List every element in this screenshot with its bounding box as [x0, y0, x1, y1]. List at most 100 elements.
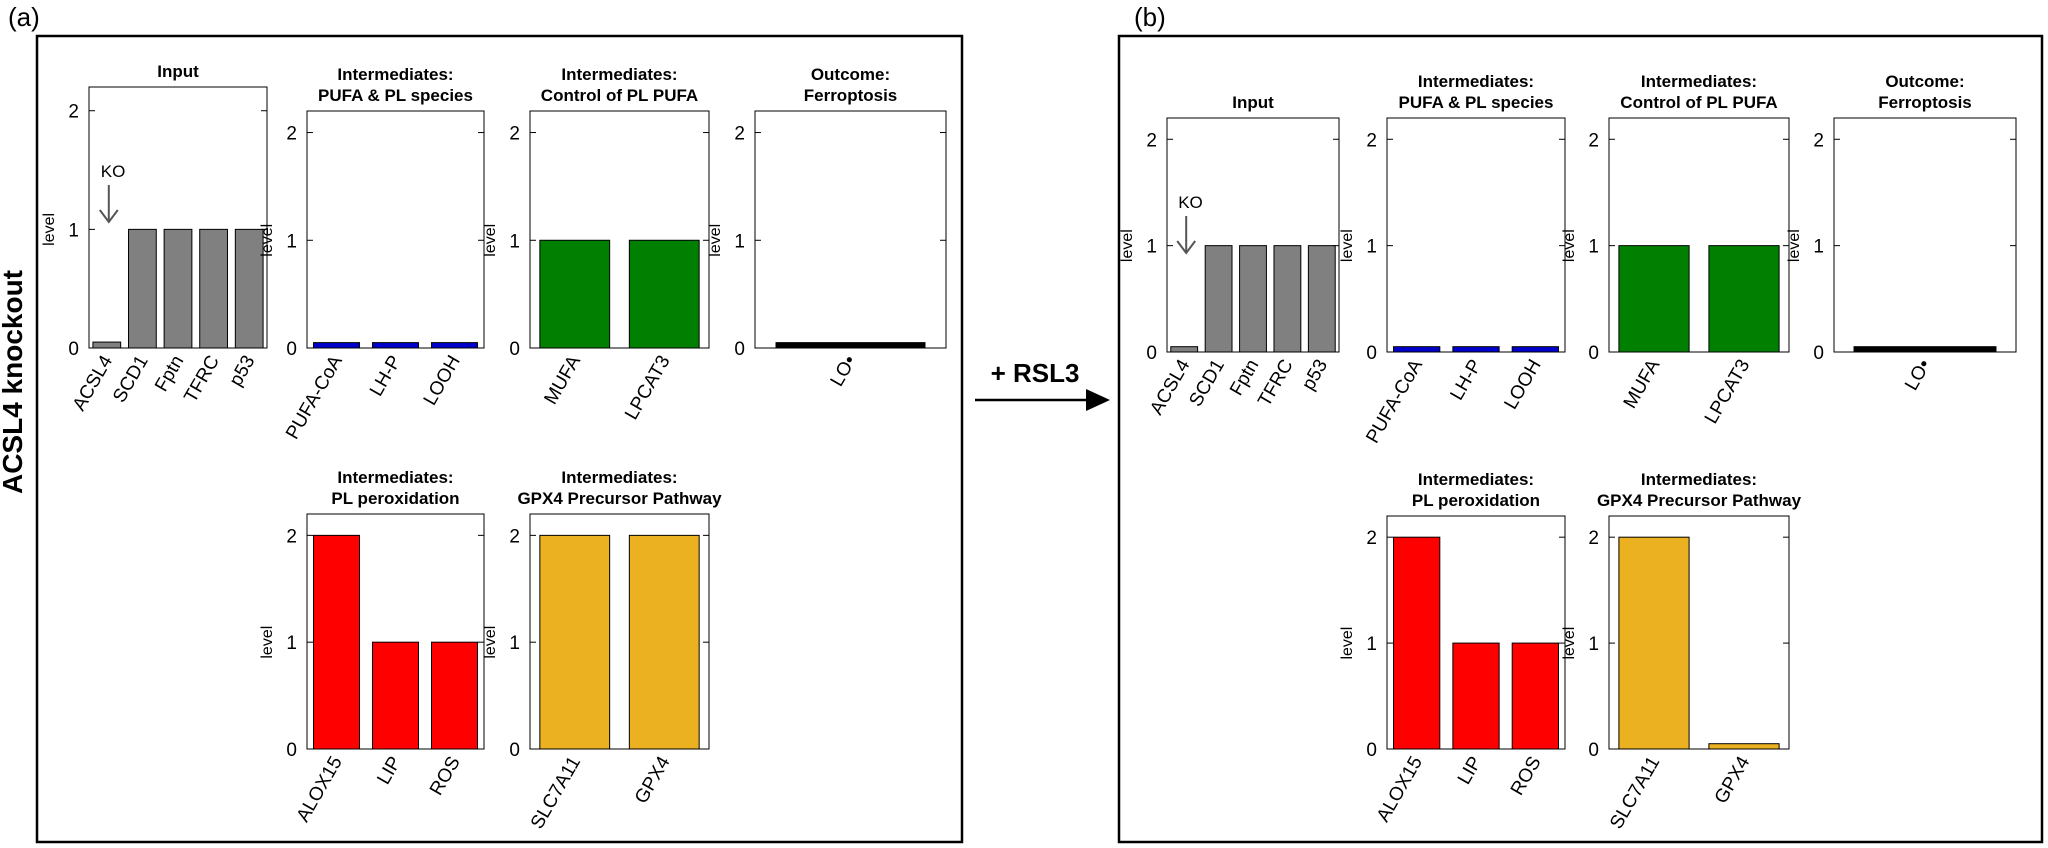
bar-alox15 — [312, 534, 361, 750]
transition-arrow-head — [1086, 389, 1110, 411]
bar-slc7a11 — [539, 534, 611, 750]
y-tick-label: 1 — [509, 231, 520, 252]
y-axis-label: level — [259, 224, 276, 257]
y-tick-label: 0 — [286, 339, 297, 360]
x-tick-label: ALOX15 — [293, 753, 347, 826]
axes-frame — [1608, 515, 1790, 750]
bar-looh — [430, 342, 479, 349]
chart-b-control-of-pl-pufa: Intermediates: Control of PL PUFA MUFA LPCA… — [1561, 72, 1790, 427]
axes-frame — [529, 513, 710, 750]
x-tick-label: SCD1 — [109, 352, 153, 406]
ko-arrow-head — [99, 209, 119, 224]
x-tick-label: ROS — [1507, 753, 1546, 799]
y-axis-label: level — [1561, 229, 1578, 262]
chart-a-gpx4-precursor-pathway: Intermediates: GPX4 Precursor Pathway SLC7… — [482, 468, 722, 833]
y-axis-label: level — [1561, 627, 1578, 660]
y-axis-label: level — [259, 626, 276, 659]
y-tick-label: 0 — [1588, 740, 1599, 761]
bar-mufa — [1618, 245, 1690, 353]
x-tick-label: LH-P — [1446, 356, 1486, 404]
axes-frame — [529, 110, 710, 349]
chart-a-ferroptosis: Outcome: Ferroptosis LO• 0 1 2 level — [707, 65, 947, 390]
x-tick-label: LPCAT3 — [621, 352, 674, 423]
bar-lh-p — [371, 342, 420, 349]
bar-lo — [775, 342, 926, 349]
chart-title-line: Intermediates: — [1641, 470, 1757, 489]
chart-title-line: Intermediates: — [1418, 72, 1534, 91]
y-tick-label: 1 — [1588, 237, 1599, 258]
y-tick-label: 1 — [286, 231, 297, 252]
panel-b-label: (b) — [1134, 2, 1166, 32]
axes-frame — [1386, 117, 1566, 353]
bar-fptn — [1239, 245, 1267, 353]
ko-annotation-label: KO — [101, 162, 126, 181]
y-tick-label: 2 — [509, 124, 520, 145]
x-tick-label: p53 — [1298, 356, 1332, 394]
x-tick-label: SLC7A11 — [527, 753, 585, 833]
y-axis-label: level — [1339, 627, 1356, 660]
y-axis-label: level — [1339, 229, 1356, 262]
chart-title-line: Intermediates: — [561, 65, 677, 84]
bar-scd1 — [1204, 245, 1233, 353]
bar-lpcat3 — [628, 239, 700, 349]
y-tick-label: 2 — [1366, 130, 1377, 151]
x-tick-label: ROS — [426, 753, 465, 799]
y-tick-label: 1 — [1366, 634, 1377, 655]
bar-alox15 — [1393, 536, 1441, 750]
chart-title-line: Input — [1232, 93, 1274, 112]
x-tick-label: Fptn — [151, 352, 188, 395]
transition-label: + RSL3 — [991, 358, 1080, 388]
x-tick-label: GPX4 — [1711, 753, 1755, 808]
y-axis-label: level — [41, 213, 58, 246]
chart-title-line: Intermediates: — [1418, 470, 1534, 489]
bar-ros — [1511, 642, 1559, 750]
x-tick-label: GPX4 — [631, 753, 675, 808]
axes-frame — [1166, 117, 1340, 353]
x-tick-label: MUFA — [1620, 356, 1665, 412]
chart-title-line: GPX4 Precursor Pathway — [1597, 491, 1802, 510]
x-tick-label: ALOX15 — [1373, 753, 1427, 826]
chart-title-line: Intermediates: — [1641, 72, 1757, 91]
axes-frame — [1608, 117, 1790, 353]
chart-title-line: Ferroptosis — [1878, 93, 1972, 112]
axes-frame — [306, 513, 485, 750]
chart-title-line: PL peroxidation — [331, 489, 459, 508]
y-tick-label: 2 — [1588, 528, 1599, 549]
condition-side-label: ACSL4 knockout — [0, 270, 28, 494]
y-tick-label: 0 — [509, 740, 520, 761]
x-tick-label: LPCAT3 — [1701, 356, 1754, 427]
x-tick-label: ACSL4 — [69, 352, 118, 415]
y-tick-label: 1 — [68, 220, 79, 241]
bar-acsl4 — [92, 341, 122, 349]
x-tick-label: p53 — [225, 352, 259, 390]
bar-pufa-coa — [1393, 346, 1441, 353]
y-tick-label: 0 — [68, 339, 79, 360]
chart-title-line: Intermediates: — [337, 65, 453, 84]
y-tick-label: 0 — [286, 740, 297, 761]
axes-frame — [306, 110, 485, 349]
bar-lh-p — [1452, 346, 1500, 353]
x-tick-label: MUFA — [541, 352, 586, 408]
chart-title-line: Outcome: — [811, 65, 890, 84]
bar-acsl4 — [1170, 346, 1199, 353]
bar-pufa-coa — [312, 342, 361, 349]
bar-gpx4 — [1708, 743, 1780, 750]
bar-lip — [1452, 642, 1500, 750]
axes-frame — [1833, 117, 2017, 353]
y-tick-label: 0 — [509, 339, 520, 360]
x-tick-label: LIP — [373, 753, 405, 788]
chart-title-line: Outcome: — [1885, 72, 1964, 91]
x-tick-label: LO• — [827, 352, 861, 390]
y-tick-label: 1 — [1366, 237, 1377, 258]
bar-fptn — [163, 228, 193, 349]
bar-p53 — [1307, 245, 1336, 353]
x-tick-label: SCD1 — [1185, 356, 1229, 410]
ko-annotation-label: KO — [1178, 193, 1203, 212]
y-tick-label: 1 — [286, 633, 297, 654]
y-tick-label: 2 — [1813, 130, 1824, 151]
x-tick-label: TFRC — [180, 352, 224, 406]
chart-title-line: Control of PL PUFA — [541, 86, 698, 105]
axes-frame — [754, 110, 947, 349]
